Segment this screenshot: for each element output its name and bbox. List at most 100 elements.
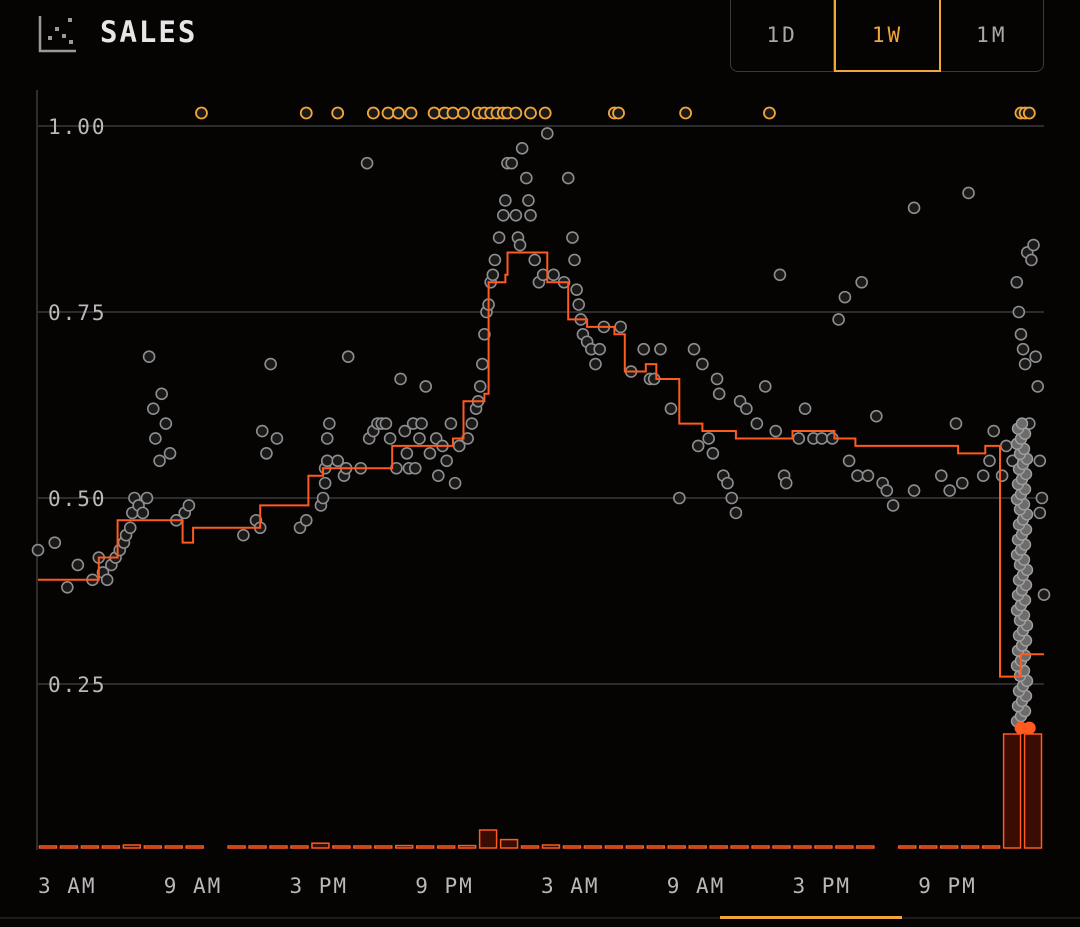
sale-point <box>140 491 154 505</box>
sale-point <box>861 469 875 482</box>
volume-bar <box>185 845 204 849</box>
volume-bar <box>793 845 812 849</box>
sale-point <box>488 253 502 267</box>
volume-bar <box>646 845 666 849</box>
sale-point <box>773 268 787 282</box>
sale-point <box>1018 357 1032 371</box>
volume-bar <box>395 844 414 849</box>
tab-1w[interactable]: 1W <box>834 0 941 72</box>
sale-point <box>331 454 345 468</box>
sale-point <box>710 372 724 386</box>
outlier-marker <box>366 106 380 120</box>
volume-bar <box>520 845 540 849</box>
outlier-marker <box>427 106 441 120</box>
sale-point <box>270 432 284 445</box>
sale-point <box>570 283 583 296</box>
sale-point <box>360 156 374 170</box>
sale-point <box>999 439 1013 453</box>
volume-bar <box>416 845 435 849</box>
tab-1m[interactable]: 1M <box>976 23 1008 47</box>
sale-point <box>31 543 45 557</box>
volume-bar <box>164 845 183 849</box>
sale-point <box>886 499 900 512</box>
sale-point <box>983 454 996 468</box>
sale-point <box>408 461 422 475</box>
sale-point <box>758 380 772 393</box>
sale-point <box>394 372 407 386</box>
sale-point <box>149 432 162 445</box>
sale-point <box>432 469 445 482</box>
volume-bar <box>227 845 246 849</box>
sale-point <box>540 127 554 140</box>
sale-point <box>566 231 579 244</box>
sale-point <box>1029 350 1042 363</box>
sale-point <box>513 238 527 252</box>
volume-bar <box>981 845 1001 849</box>
volume-bar <box>625 845 645 849</box>
sale-point <box>163 447 177 460</box>
sale-point <box>255 424 269 438</box>
volume-bar <box>353 845 372 849</box>
sale-point <box>702 432 715 445</box>
sale-point <box>870 409 883 423</box>
sale-point <box>976 469 990 482</box>
sale-point <box>524 208 537 222</box>
sale-point <box>522 194 535 207</box>
outlier-marker <box>331 106 345 120</box>
sale-point <box>520 171 533 185</box>
volume-bar <box>374 845 393 849</box>
sale-point <box>725 491 739 505</box>
sale-point <box>1035 491 1049 505</box>
sale-point <box>855 275 868 289</box>
x-tick-label: 3 AM <box>541 874 600 898</box>
sale-point <box>943 484 956 497</box>
volume-bar <box>730 845 749 849</box>
outlier-marker <box>509 106 523 120</box>
volume-bar <box>248 845 267 849</box>
volume-bar <box>101 845 121 849</box>
volume-bar <box>290 845 309 849</box>
sale-point <box>264 357 277 371</box>
sale-point <box>146 402 160 416</box>
sale-point <box>478 328 491 341</box>
sale-point <box>398 424 412 438</box>
volume-bar <box>457 844 477 849</box>
sale-point <box>492 231 506 244</box>
sale-point <box>706 447 720 460</box>
outlier-marker <box>404 106 418 120</box>
sale-point <box>444 417 458 430</box>
time-range-tabs: 1D 1W 1M <box>730 0 1044 72</box>
sale-point <box>1033 454 1047 468</box>
y-tick-label: 1.00 <box>48 115 107 139</box>
sale-point <box>1027 238 1040 252</box>
sale-point <box>593 342 606 356</box>
x-tick-label: 9 PM <box>415 874 474 898</box>
volume-bar <box>59 845 79 849</box>
volume-bar <box>751 845 770 849</box>
sale-point <box>383 432 397 445</box>
sale-point <box>589 357 602 371</box>
outlier-marker <box>524 106 537 120</box>
sale-point <box>153 454 166 468</box>
volume-bar <box>919 845 938 849</box>
y-tick-label: 0.50 <box>48 487 107 511</box>
sale-point <box>1025 253 1038 267</box>
tab-1d[interactable]: 1D <box>731 0 835 71</box>
outlier-marker <box>679 106 693 120</box>
sale-point <box>528 253 542 267</box>
sale-point <box>159 417 173 430</box>
bottom-divider <box>0 917 1080 919</box>
sale-point <box>1010 275 1024 289</box>
sale-point <box>1037 588 1051 602</box>
sale-point <box>664 402 678 416</box>
outlier-marker <box>446 106 460 120</box>
sale-point <box>691 439 705 453</box>
sale-point <box>614 320 627 334</box>
sale-point <box>48 536 62 549</box>
volume-bar <box>311 842 330 849</box>
volume-bar <box>499 838 519 849</box>
volume-bar <box>667 845 686 849</box>
volume-bar <box>478 829 498 849</box>
sale-point <box>1033 506 1047 520</box>
volume-bar <box>541 844 561 849</box>
